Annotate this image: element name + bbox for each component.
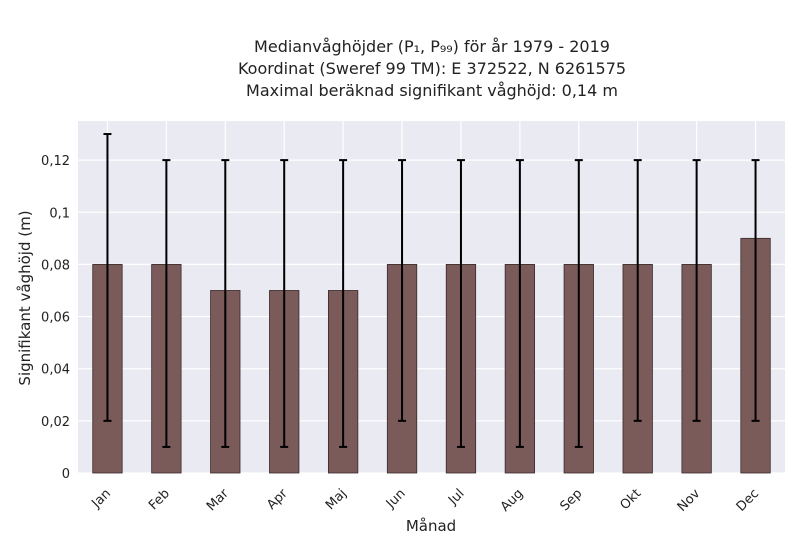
x-axis-label: Månad [406, 517, 456, 535]
error-bar-jun [398, 159, 407, 422]
x-tick-label-feb: Feb [146, 486, 173, 513]
y-tick-label: 0,02 [41, 415, 70, 430]
error-bar-mar [221, 159, 230, 448]
error-bar-jul [456, 159, 465, 448]
error-bar-maj [339, 159, 348, 448]
x-tick-label-mar: Mar [204, 486, 232, 514]
y-tick-label: 0,06 [41, 311, 70, 326]
y-tick-label: 0,04 [41, 363, 70, 378]
error-bar-aug [515, 159, 524, 448]
y-tick-label: 0,08 [41, 258, 70, 273]
chart-title-line-1: Medianvåghöjder (P₁, P₉₉) för år 1979 - … [254, 37, 610, 56]
x-tick-label-apr: Apr [264, 486, 291, 513]
y-tick-label: 0,1 [49, 206, 70, 221]
error-bars [103, 133, 760, 448]
x-tick-labels: Jan Feb Mar Apr Maj Jun Jul Aug Sep Okt Nov Dec [89, 486, 763, 515]
x-tick-label-nov: Nov [675, 486, 704, 515]
error-bar-dec [751, 159, 760, 422]
plot-area [78, 121, 785, 473]
x-tick-label-jan: Jan [89, 486, 114, 511]
x-tick-label-jun: Jun [383, 486, 409, 512]
x-tick-label-dec: Dec [734, 486, 762, 514]
y-tick-labels: 0 0,02 0,04 0,06 0,08 0,1 0,12 [41, 154, 70, 482]
x-tick-label-jul: Jul [445, 486, 467, 508]
x-tick-label-aug: Aug [498, 486, 527, 515]
chart-title-line-2: Koordinat (Sweref 99 TM): E 372522, N 62… [238, 59, 626, 78]
x-tick-label-sep: Sep [557, 486, 585, 514]
error-bar-nov [692, 159, 701, 422]
error-bar-okt [633, 159, 642, 422]
error-bar-jan [103, 133, 112, 422]
y-axis-label: Signifikant våghöjd (m) [16, 210, 34, 385]
chart-title-line-3: Maximal beräknad signifikant våghöjd: 0,… [246, 81, 618, 100]
error-bar-sep [574, 159, 583, 448]
y-tick-label: 0 [62, 467, 70, 482]
y-tick-label: 0,12 [41, 154, 70, 169]
x-tick-label-maj: Maj [323, 486, 350, 513]
x-tick-label-okt: Okt [618, 486, 645, 513]
error-bar-apr [280, 159, 289, 448]
error-bar-feb [162, 159, 171, 448]
